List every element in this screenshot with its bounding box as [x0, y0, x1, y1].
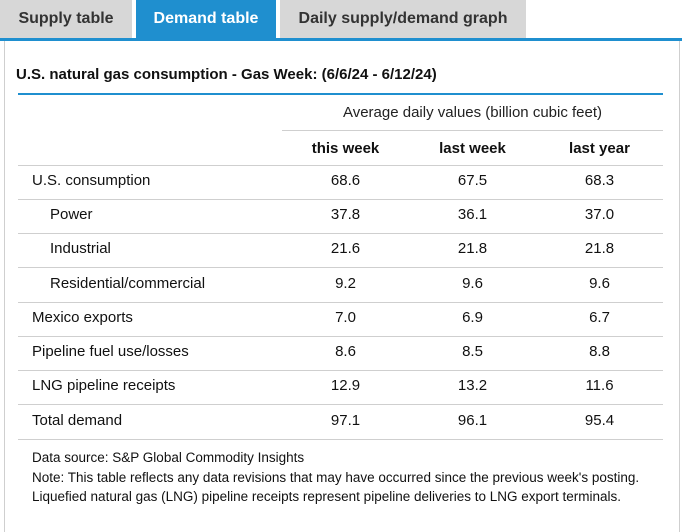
row-label: Residential/commercial — [50, 275, 206, 292]
row-divider — [18, 267, 663, 268]
table-cell: 67.5 — [457, 172, 488, 189]
table-cell: 8.6 — [335, 343, 356, 360]
table-cell: 21.8 — [584, 240, 615, 257]
row-divider — [18, 370, 663, 371]
title-divider — [18, 93, 663, 95]
column-header-this-week: this week — [311, 140, 380, 157]
table-cell: 37.8 — [330, 206, 361, 223]
table-cell: 21.6 — [330, 240, 361, 257]
table-cell: 6.7 — [589, 309, 610, 326]
row-divider — [18, 233, 663, 234]
row-label: LNG pipeline receipts — [32, 377, 176, 394]
table-cell: 8.5 — [462, 343, 483, 360]
table-cell: 97.1 — [330, 412, 361, 429]
tab-daily-supply-demand-graph[interactable]: Daily supply/demand graph — [280, 0, 526, 38]
revision-note: Note: This table reflects any data revis… — [32, 470, 640, 504]
table-cell: 9.6 — [589, 275, 610, 292]
table-cell: 8.8 — [589, 343, 610, 360]
table-cell: 11.6 — [585, 377, 614, 394]
group-header: Average daily values (billion cubic feet… — [342, 104, 603, 121]
group-header-divider — [282, 130, 663, 131]
row-divider — [18, 199, 663, 200]
row-divider — [18, 336, 663, 337]
row-divider — [18, 404, 663, 405]
tab-demand-table[interactable]: Demand table — [136, 0, 276, 38]
row-divider — [18, 439, 663, 440]
row-label: U.S. consumption — [32, 172, 151, 189]
tab-panel — [4, 41, 680, 532]
table-cell: 37.0 — [584, 206, 615, 223]
table-cell: 9.2 — [335, 275, 356, 292]
row-label: Mexico exports — [32, 309, 133, 326]
column-header-last-year: last year — [569, 140, 630, 157]
data-source-note: Data source: S&P Global Commodity Insigh… — [32, 450, 305, 465]
tab-bar: Supply table Demand table Daily supply/d… — [0, 0, 682, 41]
table-cell: 68.6 — [330, 172, 361, 189]
column-header-last-week: last week — [439, 140, 506, 157]
table-cell: 9.6 — [462, 275, 483, 292]
table-cell: 13.2 — [457, 377, 488, 394]
table-cell: 6.9 — [462, 309, 483, 326]
table-cell: 12.9 — [330, 377, 361, 394]
table-cell: 36.1 — [457, 206, 488, 223]
row-label: Total demand — [32, 412, 123, 429]
table-cell: 68.3 — [584, 172, 615, 189]
tab-supply-table[interactable]: Supply table — [0, 0, 132, 38]
table-cell: 7.0 — [335, 309, 356, 326]
table-cell: 95.4 — [584, 412, 615, 429]
row-divider — [18, 302, 663, 303]
row-label: Power — [50, 206, 93, 223]
table-cell: 21.8 — [457, 240, 488, 257]
header-divider — [18, 165, 663, 166]
table-title: U.S. natural gas consumption - Gas Week:… — [16, 66, 437, 83]
table-cell: 96.1 — [457, 412, 488, 429]
row-label: Industrial — [50, 240, 111, 257]
row-label: Pipeline fuel use/losses — [32, 343, 189, 360]
